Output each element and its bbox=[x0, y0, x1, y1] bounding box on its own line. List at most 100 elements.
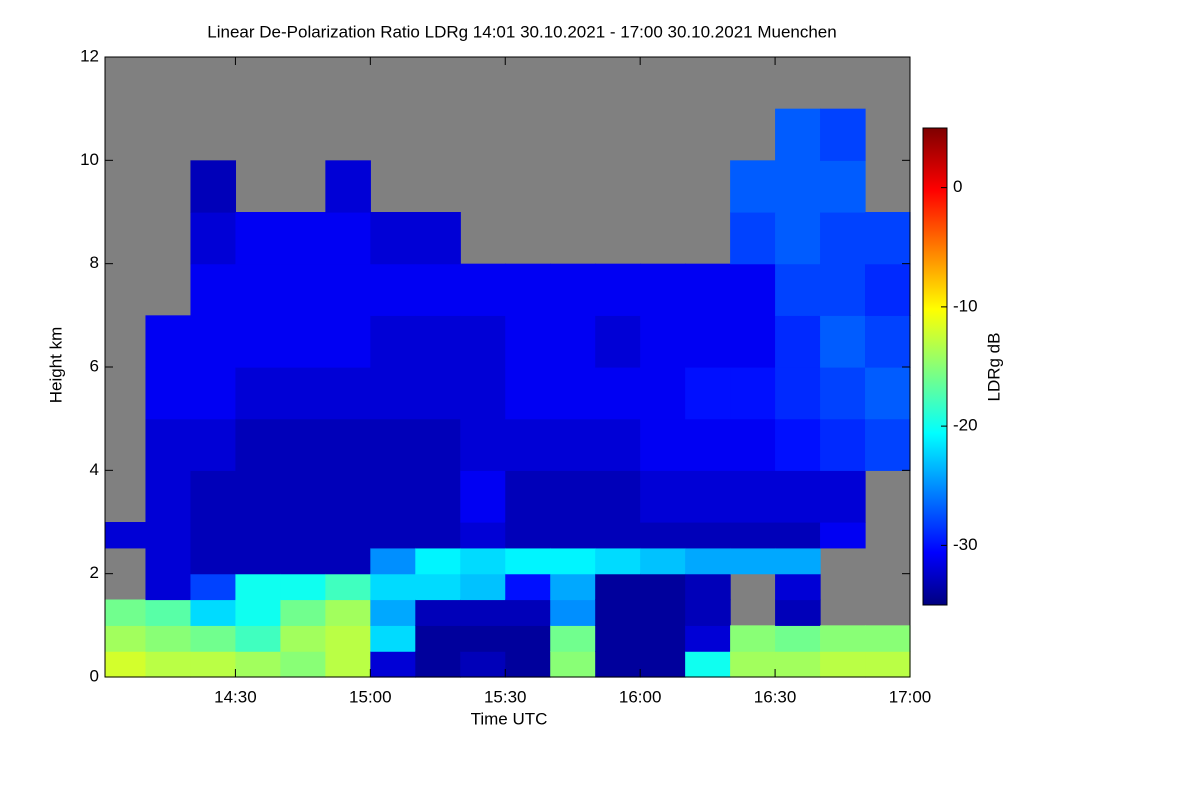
heatmap-cell bbox=[595, 315, 641, 368]
colorbar-label: LDRg dB bbox=[984, 333, 1003, 402]
heatmap-cell bbox=[865, 651, 911, 678]
heatmap-cell bbox=[235, 547, 281, 575]
heatmap-cell bbox=[775, 212, 821, 265]
heatmap-cell bbox=[460, 651, 506, 678]
heatmap-cell bbox=[325, 418, 371, 471]
heatmap-cell bbox=[235, 522, 281, 549]
y-tick-label: 8 bbox=[90, 253, 99, 272]
heatmap-cell bbox=[370, 470, 416, 523]
heatmap-cell bbox=[415, 367, 461, 420]
heatmap-cell bbox=[730, 263, 776, 316]
heatmap-cell bbox=[415, 573, 461, 601]
heatmap-cell bbox=[685, 418, 731, 471]
heatmap-cell bbox=[685, 573, 731, 601]
heatmap-cell bbox=[820, 367, 866, 420]
heatmap-cell bbox=[415, 522, 461, 549]
heatmap-cell bbox=[325, 263, 371, 316]
heatmap-cell bbox=[595, 367, 641, 420]
heatmap-cell bbox=[190, 625, 237, 652]
heatmap-cell bbox=[325, 470, 371, 523]
heatmap-cell bbox=[550, 315, 596, 368]
heatmap-cell bbox=[145, 599, 192, 626]
colorbar-tick-label: 0 bbox=[953, 177, 962, 196]
heatmap-cell bbox=[325, 573, 371, 601]
heatmap-cell bbox=[280, 470, 326, 523]
colorbar-tick-label: -20 bbox=[953, 416, 978, 435]
heatmap-cell bbox=[775, 573, 821, 601]
heatmap-cell bbox=[190, 522, 237, 549]
heatmap-cell bbox=[595, 651, 641, 678]
heatmap-cell bbox=[370, 522, 416, 549]
heatmap-cell bbox=[145, 418, 192, 471]
heatmap-cell bbox=[505, 651, 551, 678]
heatmap-cell bbox=[820, 651, 866, 678]
heatmap-cell bbox=[550, 418, 596, 471]
heatmap-cell bbox=[280, 367, 326, 420]
heatmap-cell bbox=[280, 573, 326, 601]
heatmap-cell bbox=[730, 212, 776, 265]
heatmap-cell bbox=[730, 625, 776, 652]
heatmap-cell bbox=[145, 651, 192, 678]
heatmap-cell bbox=[775, 522, 821, 549]
colorbar bbox=[922, 127, 948, 606]
heatmap-cell bbox=[415, 212, 461, 265]
heatmap-cell bbox=[550, 263, 596, 316]
heatmap-cell bbox=[415, 625, 461, 652]
heatmap-cell bbox=[730, 470, 776, 523]
heatmap-cell bbox=[460, 599, 506, 626]
heatmap-cell bbox=[640, 573, 686, 601]
heatmap-cell bbox=[190, 418, 237, 471]
heatmap-cell bbox=[460, 547, 506, 575]
heatmap-cell bbox=[370, 599, 416, 626]
heatmap-cell bbox=[325, 522, 371, 549]
heatmap-cell bbox=[550, 573, 596, 601]
heatmap-cell bbox=[235, 470, 281, 523]
heatmap-cell bbox=[775, 108, 821, 161]
heatmap-cell bbox=[415, 470, 461, 523]
x-axis-label: Time UTC bbox=[471, 709, 548, 728]
heatmap-cell bbox=[325, 625, 371, 652]
heatmap-cell bbox=[640, 651, 686, 678]
x-tick-label: 14:30 bbox=[214, 687, 257, 706]
heatmap-cell bbox=[505, 522, 551, 549]
x-tick-label: 17:00 bbox=[889, 687, 932, 706]
heatmap-cell bbox=[105, 522, 147, 549]
heatmap-cell bbox=[865, 418, 911, 471]
heatmap-cell bbox=[280, 522, 326, 549]
heatmap-cell bbox=[505, 418, 551, 471]
heatmap-cell bbox=[775, 470, 821, 523]
heatmap-cell bbox=[775, 418, 821, 471]
heatmap-cell bbox=[595, 522, 641, 549]
heatmap-cell bbox=[145, 315, 192, 368]
heatmap-cell bbox=[640, 625, 686, 652]
heatmap-cell bbox=[550, 470, 596, 523]
heatmap-cell bbox=[190, 573, 237, 601]
y-tick-label: 0 bbox=[90, 666, 99, 685]
heatmap-cell bbox=[505, 625, 551, 652]
heatmap-cell bbox=[550, 367, 596, 420]
y-tick-label: 10 bbox=[80, 150, 99, 169]
heatmap-cell bbox=[595, 547, 641, 575]
heatmap-cell bbox=[415, 547, 461, 575]
heatmap-cell bbox=[145, 522, 192, 549]
heatmap-cell bbox=[190, 547, 237, 575]
heatmap-cell bbox=[685, 470, 731, 523]
heatmap-cell bbox=[235, 651, 281, 678]
heatmap-cell bbox=[730, 418, 776, 471]
heatmap-cell bbox=[730, 315, 776, 368]
heatmap-cell bbox=[640, 418, 686, 471]
heatmap-cell bbox=[505, 470, 551, 523]
heatmap-cell bbox=[460, 263, 506, 316]
heatmap-cell bbox=[685, 522, 731, 549]
heatmap-cell bbox=[460, 470, 506, 523]
heatmap-cell bbox=[505, 315, 551, 368]
heatmap-cell bbox=[820, 470, 866, 523]
heatmap-cell bbox=[280, 651, 326, 678]
heatmap-cell bbox=[505, 367, 551, 420]
heatmap-cell bbox=[190, 599, 237, 626]
heatmap-cell bbox=[190, 160, 237, 213]
heatmap-cell bbox=[640, 315, 686, 368]
heatmap-cell bbox=[105, 651, 147, 678]
heatmap-cell bbox=[775, 651, 821, 678]
